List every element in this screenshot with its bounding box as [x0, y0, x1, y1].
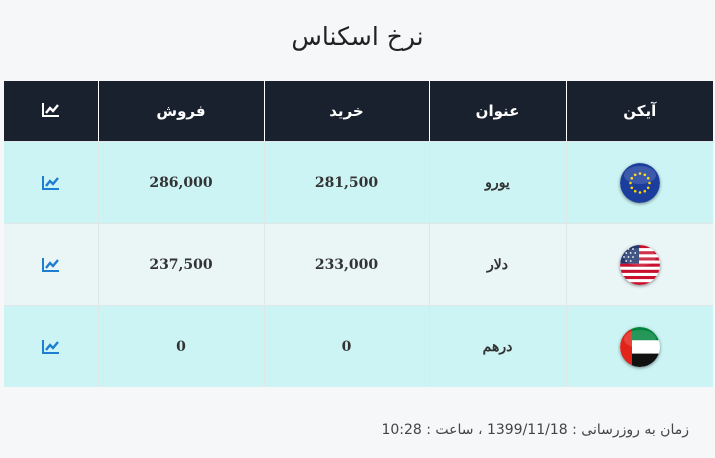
chart-cell — [4, 141, 98, 224]
column-header-chart — [4, 81, 98, 142]
table-row: دلار 233,000 237,500 — [4, 223, 713, 306]
eu-flag-icon — [619, 162, 660, 203]
table-row: درهم 0 0 — [4, 305, 713, 387]
currency-rates-table: آیکن عنوان خرید فروش — [4, 81, 713, 387]
currency-name: درهم — [428, 305, 566, 387]
flag-cell — [565, 141, 713, 224]
column-header-name: عنوان — [428, 81, 566, 142]
buy-price: 281,500 — [263, 141, 429, 224]
flag-cell — [565, 305, 713, 387]
sell-price: 237,500 — [97, 223, 264, 306]
flag-cell — [565, 223, 713, 306]
us-flag-icon — [619, 244, 660, 285]
chart-icon[interactable] — [41, 339, 60, 354]
chart-link[interactable] — [41, 339, 60, 355]
sell-price: 286,000 — [97, 141, 264, 224]
chart-cell — [4, 223, 98, 306]
page-title: نرخ اسکناس — [291, 22, 424, 51]
currency-name: یورو — [428, 141, 566, 224]
column-header-icon: آیکن — [565, 81, 713, 142]
currency-name: دلار — [428, 223, 566, 306]
sell-price: 0 — [97, 305, 264, 387]
column-header-buy: خرید — [263, 81, 429, 142]
table-header-row: آیکن عنوان خرید فروش — [4, 81, 713, 142]
chart-icon — [41, 102, 59, 117]
chart-icon[interactable] — [41, 257, 60, 272]
buy-price: 233,000 — [263, 223, 429, 306]
chart-link[interactable] — [41, 257, 60, 273]
table-row: یورو 281,500 286,000 — [4, 141, 713, 224]
update-time: زمان به روزرسانی : 1399/11/18 ، ساعت : 1… — [381, 422, 689, 438]
buy-price: 0 — [263, 305, 429, 387]
chart-icon[interactable] — [41, 175, 60, 190]
uae-flag-icon — [619, 326, 660, 367]
chart-link[interactable] — [41, 175, 60, 191]
chart-cell — [4, 305, 98, 387]
column-header-sell: فروش — [97, 81, 264, 142]
